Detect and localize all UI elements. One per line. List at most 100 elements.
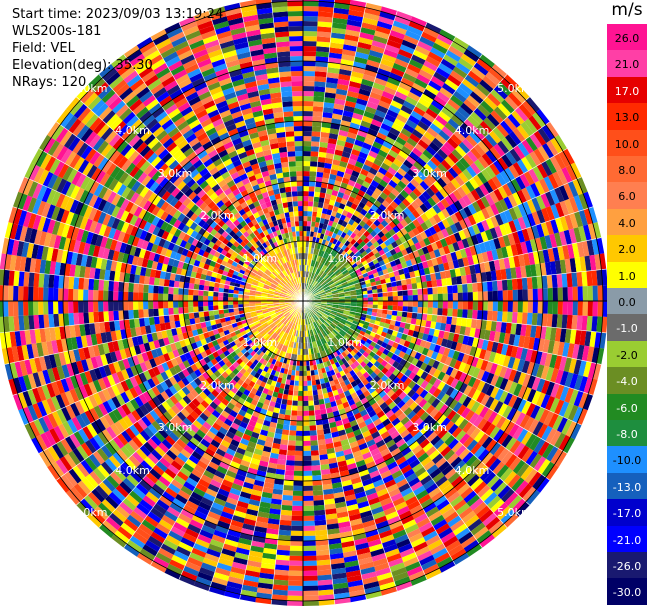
velocity-gate — [295, 430, 303, 436]
velocity-gate — [319, 141, 328, 148]
velocity-gate — [401, 311, 408, 318]
velocity-gate — [291, 525, 303, 531]
velocity-gate — [577, 286, 583, 301]
velocity-gate — [280, 509, 292, 516]
velocity-gate — [338, 73, 351, 81]
velocity-gate — [307, 277, 311, 284]
velocity-gate — [316, 41, 331, 48]
velocity-gate — [446, 316, 453, 325]
velocity-gate — [287, 590, 303, 596]
velocity-gate — [303, 510, 315, 516]
velocity-gate — [289, 560, 303, 566]
velocity-gate — [311, 211, 318, 217]
velocity-gate — [374, 109, 387, 119]
velocity-gate — [308, 259, 312, 266]
velocity-gate — [303, 161, 311, 167]
velocity-gate — [307, 211, 313, 217]
velocity-gate — [457, 309, 463, 318]
velocity-gate — [370, 45, 385, 54]
velocity-gate — [376, 20, 393, 30]
velocity-gate — [299, 360, 303, 366]
velocity-gate — [516, 312, 523, 324]
velocity-gate — [308, 201, 314, 207]
velocity-gate — [363, 12, 380, 21]
velocity-gate — [335, 196, 343, 203]
velocity-gate — [350, 71, 364, 79]
velocity-gate — [309, 415, 316, 421]
velocity-gate — [297, 410, 303, 416]
velocity-gate — [388, 34, 404, 45]
velocity-gate — [501, 311, 508, 323]
velocity-gate — [362, 74, 376, 83]
velocity-gate — [332, 108, 344, 116]
velocity-gate — [311, 141, 320, 147]
velocity-gate — [361, 78, 375, 87]
velocity-gate — [332, 17, 348, 25]
velocity-gate — [334, 98, 346, 106]
velocity-gate — [512, 301, 518, 313]
velocity-gate — [309, 430, 318, 436]
velocity-gate — [289, 550, 303, 556]
velocity-gate — [365, 2, 382, 12]
velocity-gate — [352, 61, 367, 70]
velocity-gate — [357, 41, 372, 50]
velocity-gate — [303, 450, 312, 456]
velocity-gate — [329, 128, 340, 135]
velocity-gate — [308, 400, 314, 406]
velocity-gate — [320, 213, 327, 219]
velocity-gate — [294, 450, 303, 456]
velocity-gate — [316, 212, 322, 218]
velocity-gate — [369, 49, 384, 59]
velocity-gate — [318, 1, 335, 8]
velocity-gate — [288, 570, 303, 576]
velocity-gate — [537, 301, 543, 314]
velocity-gate — [349, 153, 359, 161]
velocity-gate — [436, 315, 443, 323]
velocity-gate — [309, 166, 318, 172]
velocity-gate — [281, 434, 289, 441]
velocity-gate — [329, 47, 343, 55]
velocity-gate — [287, 600, 303, 606]
velocity-gate — [303, 455, 312, 461]
velocity-gate — [330, 210, 337, 217]
velocity-gate — [303, 226, 307, 232]
velocity-gate — [303, 186, 309, 192]
velocity-gate — [296, 420, 303, 426]
velocity-gate — [303, 365, 307, 371]
velocity-gate — [522, 301, 528, 313]
velocity-gate — [442, 308, 448, 317]
velocity-gate — [303, 410, 309, 416]
velocity-gate — [441, 315, 448, 324]
velocity-gate — [281, 499, 293, 506]
velocity-gate — [343, 39, 359, 47]
velocity-gate — [303, 51, 317, 57]
velocity-gate — [289, 555, 303, 561]
velocity-gate — [316, 255, 321, 262]
velocity-gate — [332, 12, 349, 20]
velocity-gate — [367, 96, 380, 105]
velocity-gate — [357, 93, 370, 102]
velocity-gate — [315, 529, 328, 536]
velocity-gate — [411, 312, 418, 319]
velocity-gate — [303, 86, 315, 92]
velocity-gate — [320, 187, 327, 194]
velocity-gate — [313, 267, 318, 274]
velocity-gate — [337, 191, 345, 199]
velocity-gate — [337, 165, 347, 173]
velocity-gate — [310, 161, 318, 167]
velocity-gate — [332, 185, 341, 192]
velocity-gate — [572, 286, 578, 301]
velocity-gate — [331, 164, 340, 171]
velocity-gate — [324, 193, 332, 200]
velocity-gate — [349, 4, 366, 13]
velocity-gate — [315, 248, 320, 256]
velocity-gate — [314, 509, 326, 516]
velocity-gate — [412, 295, 418, 301]
velocity-gate — [293, 390, 299, 396]
velocity-gate — [317, 202, 324, 209]
velocity-gate — [496, 280, 503, 291]
velocity-gate — [310, 445, 319, 451]
velocity-gate — [333, 154, 342, 161]
velocity-gate — [402, 301, 408, 307]
velocity-gate — [482, 301, 488, 311]
